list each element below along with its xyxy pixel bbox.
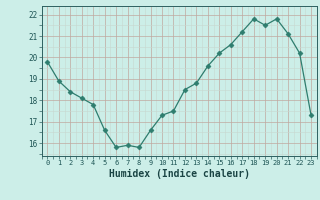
X-axis label: Humidex (Indice chaleur): Humidex (Indice chaleur) bbox=[109, 169, 250, 179]
